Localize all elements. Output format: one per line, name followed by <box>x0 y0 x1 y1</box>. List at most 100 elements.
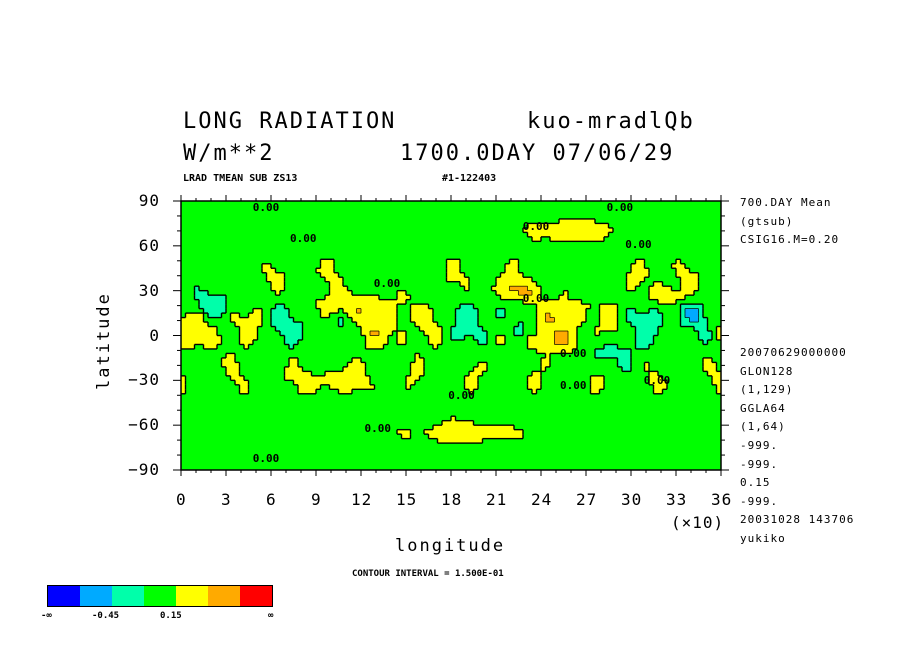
field-cell <box>586 268 592 274</box>
field-cell <box>671 286 677 292</box>
field-cell <box>383 322 389 328</box>
field-cell <box>442 308 448 314</box>
field-cell <box>230 254 236 260</box>
field-cell <box>442 272 448 278</box>
field-cell <box>685 322 691 328</box>
field-cell <box>536 339 542 346</box>
field-cell <box>329 263 335 269</box>
field-cell <box>505 272 511 278</box>
field-cell <box>415 299 421 305</box>
field-cell <box>599 380 605 386</box>
field-cell <box>707 245 713 251</box>
field-cell <box>644 357 650 363</box>
field-cell <box>316 362 322 368</box>
field-cell <box>464 331 470 337</box>
field-cell <box>289 384 295 390</box>
field-cell <box>626 362 632 368</box>
field-cell <box>194 245 200 251</box>
field-cell <box>293 218 299 225</box>
field-cell <box>244 205 250 211</box>
field-cell <box>379 232 385 238</box>
field-cell <box>676 366 682 372</box>
field-cell <box>424 259 430 265</box>
field-cell <box>482 250 488 256</box>
field-cell <box>410 366 416 372</box>
field-cell <box>419 272 425 278</box>
field-cell <box>640 241 646 247</box>
field-cell <box>581 241 587 247</box>
field-cell <box>406 308 412 314</box>
field-cell <box>365 281 371 287</box>
field-cell <box>680 295 686 301</box>
field-cell <box>527 236 533 242</box>
field-cell <box>325 304 331 310</box>
field-cell <box>181 331 187 337</box>
field-cell <box>536 281 542 287</box>
field-cell <box>406 353 412 359</box>
field-cell <box>334 259 340 265</box>
field-cell <box>415 313 421 319</box>
field-cell <box>379 322 385 328</box>
field-cell <box>523 339 529 346</box>
field-cell <box>541 254 547 260</box>
field-cell <box>631 236 637 242</box>
field-cell <box>604 241 610 247</box>
field-cell <box>658 375 664 381</box>
field-cell <box>455 353 461 359</box>
field-cell <box>226 308 232 314</box>
field-cell <box>280 299 286 305</box>
field-cell <box>194 281 200 287</box>
field-cell <box>455 281 461 287</box>
field-cell <box>334 353 340 359</box>
field-cell <box>244 335 250 341</box>
field-cell <box>568 308 574 314</box>
field-cell <box>361 254 367 260</box>
field-cell <box>550 268 556 274</box>
field-cell <box>446 326 452 332</box>
field-cell <box>410 295 416 301</box>
field-cell <box>532 281 538 287</box>
field-cell <box>716 277 721 283</box>
field-cell <box>217 223 223 229</box>
field-cell <box>473 259 479 265</box>
field-cell <box>487 326 493 332</box>
field-cell <box>662 308 668 314</box>
field-cell <box>446 232 452 238</box>
field-cell <box>419 286 425 292</box>
field-cell <box>194 201 200 207</box>
field-cell <box>347 201 353 207</box>
field-cell <box>235 313 241 319</box>
field-cell <box>518 371 524 377</box>
field-cell <box>410 236 416 242</box>
field-cell <box>442 241 448 247</box>
field-cell <box>631 281 637 287</box>
field-cell <box>662 277 668 283</box>
field-cell <box>500 331 506 337</box>
field-cell <box>244 339 250 346</box>
field-cell <box>590 380 596 386</box>
field-cell <box>586 263 592 269</box>
field-cell <box>194 304 200 310</box>
field-cell <box>464 290 470 296</box>
field-cell <box>199 304 205 310</box>
field-cell <box>689 326 695 332</box>
field-cell <box>253 353 259 359</box>
field-cell <box>698 236 704 242</box>
field-cell <box>383 362 389 368</box>
field-cell <box>217 290 223 296</box>
field-cell <box>676 254 682 260</box>
field-cell <box>505 236 511 242</box>
field-cell <box>320 304 326 310</box>
field-cell <box>554 263 560 269</box>
field-cell <box>590 232 596 238</box>
field-cell <box>685 214 691 220</box>
field-cell <box>586 357 592 363</box>
field-cell <box>631 214 637 220</box>
field-cell <box>464 223 470 229</box>
field-cell <box>680 201 686 207</box>
field-cell <box>482 214 488 220</box>
field-cell <box>658 362 664 368</box>
field-cell <box>653 339 659 346</box>
field-cell <box>568 353 574 359</box>
field-cell <box>644 335 650 341</box>
